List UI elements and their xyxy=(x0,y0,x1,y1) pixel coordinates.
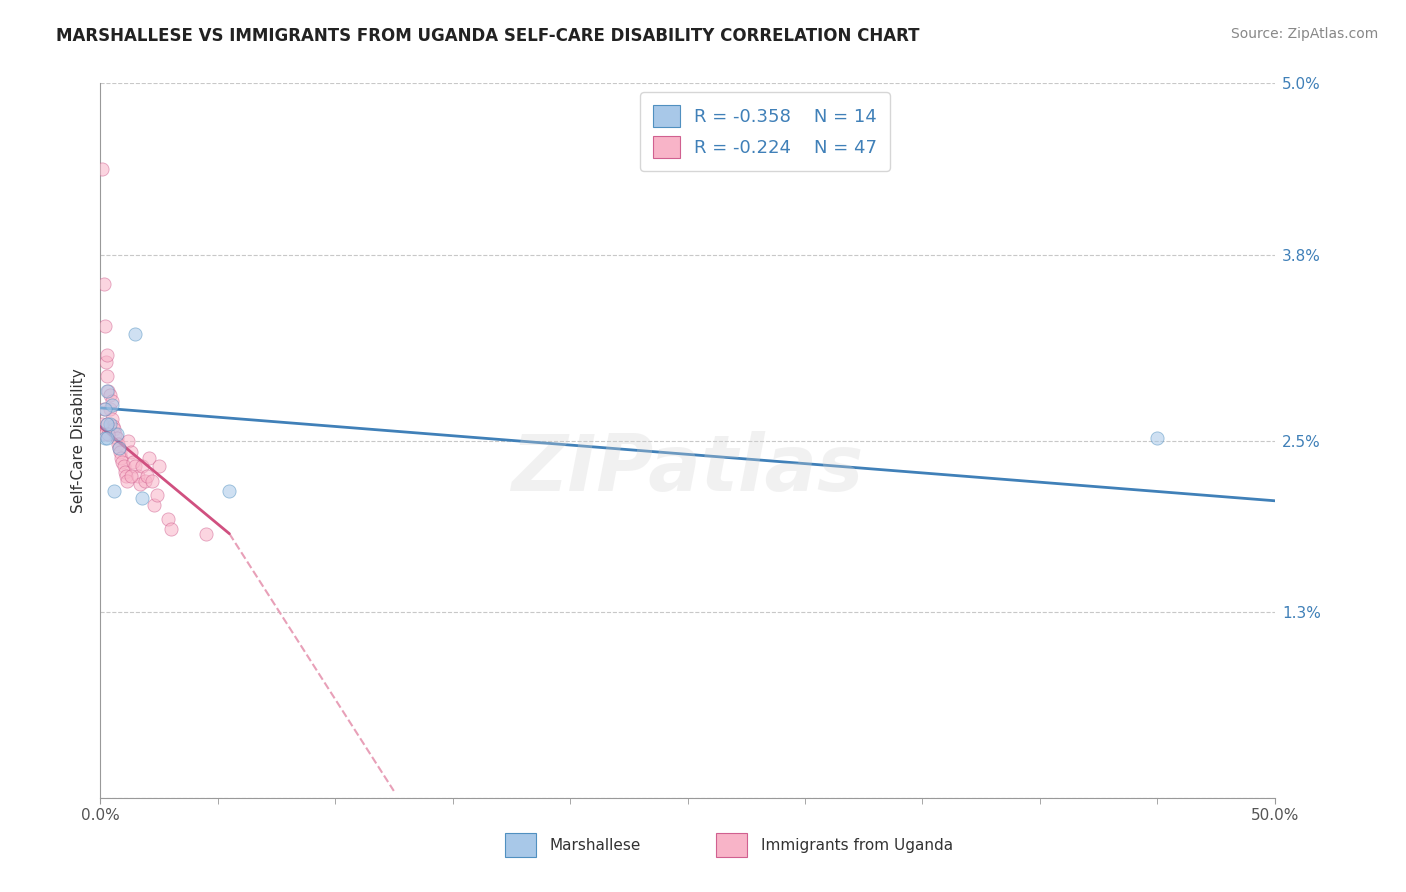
Point xyxy=(141,474,163,488)
Point xyxy=(93,402,115,417)
Point xyxy=(105,426,128,441)
Point xyxy=(148,459,170,474)
Point xyxy=(127,469,149,483)
Point xyxy=(108,441,131,455)
Legend: R = -0.358    N = 14, R = -0.224    N = 47: R = -0.358 N = 14, R = -0.224 N = 47 xyxy=(640,93,890,171)
Point xyxy=(131,491,153,505)
Point xyxy=(115,474,138,488)
Point xyxy=(93,277,115,291)
Text: Source: ZipAtlas.com: Source: ZipAtlas.com xyxy=(1230,27,1378,41)
Point xyxy=(91,417,114,431)
Point xyxy=(96,384,118,398)
Point xyxy=(94,355,117,369)
Point xyxy=(101,419,124,434)
Point xyxy=(91,162,114,177)
Point xyxy=(114,465,136,479)
Point xyxy=(96,431,118,445)
Point xyxy=(120,469,142,483)
Point xyxy=(101,393,124,408)
Text: Immigrants from Uganda: Immigrants from Uganda xyxy=(761,838,953,853)
Point xyxy=(131,459,153,474)
Point xyxy=(103,483,125,498)
Point xyxy=(94,319,117,334)
Point xyxy=(96,369,118,384)
Point xyxy=(101,412,124,426)
Point xyxy=(124,326,146,341)
Point xyxy=(145,488,167,502)
Point xyxy=(94,402,117,417)
Point xyxy=(98,388,121,402)
Point xyxy=(129,476,152,491)
Point xyxy=(98,417,121,431)
Text: MARSHALLESE VS IMMIGRANTS FROM UGANDA SELF-CARE DISABILITY CORRELATION CHART: MARSHALLESE VS IMMIGRANTS FROM UGANDA SE… xyxy=(56,27,920,45)
Point xyxy=(110,450,132,465)
Point xyxy=(138,450,160,465)
Point xyxy=(108,441,131,455)
Point xyxy=(112,459,135,474)
Point xyxy=(143,498,166,512)
Point xyxy=(218,483,240,498)
Point xyxy=(104,426,127,441)
Point xyxy=(134,474,156,488)
Point xyxy=(96,348,118,362)
Text: ZIPatlas: ZIPatlas xyxy=(512,432,863,508)
Point xyxy=(96,417,118,431)
Point xyxy=(194,526,217,541)
Point xyxy=(96,417,118,431)
Point xyxy=(107,436,129,450)
Y-axis label: Self-Care Disability: Self-Care Disability xyxy=(72,368,86,513)
Point xyxy=(117,434,139,448)
Point xyxy=(159,522,181,536)
Point xyxy=(97,384,120,398)
Point xyxy=(94,431,117,445)
Text: Marshallese: Marshallese xyxy=(550,838,641,853)
Point xyxy=(157,512,180,526)
Point xyxy=(1146,431,1168,445)
Point xyxy=(115,469,138,483)
Point xyxy=(120,445,142,459)
Point xyxy=(98,402,121,417)
Point xyxy=(122,455,145,469)
Point xyxy=(111,455,134,469)
Point xyxy=(94,426,117,441)
Point xyxy=(103,422,125,436)
Point xyxy=(105,431,128,445)
Point xyxy=(136,469,159,483)
Point xyxy=(108,445,131,459)
Point xyxy=(97,426,120,441)
Point xyxy=(124,459,146,474)
Point xyxy=(101,398,124,412)
